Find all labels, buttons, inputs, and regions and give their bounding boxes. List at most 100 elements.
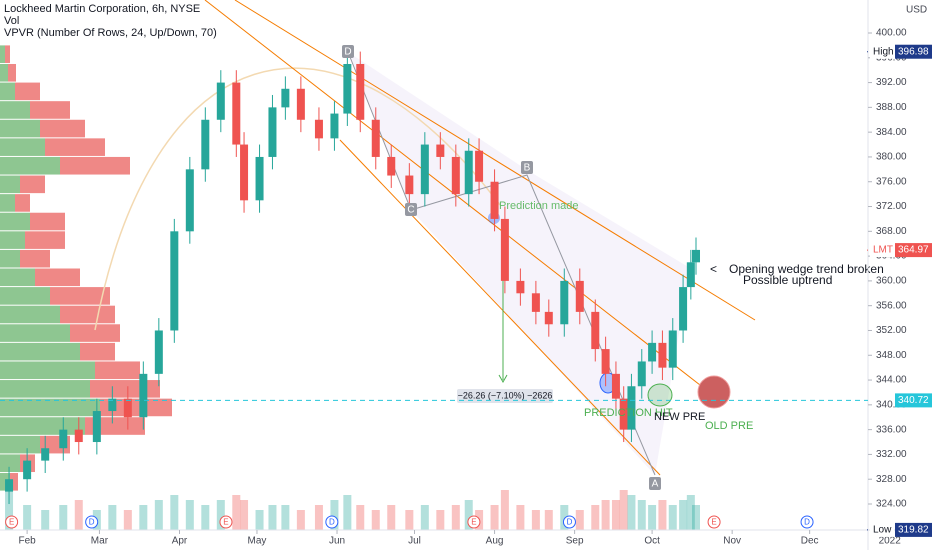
profile-up xyxy=(0,194,15,212)
y-tick-label: 352.00 xyxy=(876,325,907,336)
x-tick-label: Nov xyxy=(723,536,741,547)
profile-down xyxy=(95,361,140,380)
volume-bar xyxy=(464,500,473,530)
candle-body xyxy=(611,373,620,399)
point-label: A xyxy=(652,479,659,490)
price-name: High xyxy=(873,46,894,57)
x-tick-label: Oct xyxy=(644,536,660,547)
candle-body xyxy=(41,448,50,461)
event-marker xyxy=(800,515,814,529)
x-tick-label: 2022 xyxy=(879,536,902,547)
profile-up xyxy=(0,398,100,417)
candle-body xyxy=(330,113,339,139)
price-name-box xyxy=(870,522,894,537)
profile-up xyxy=(0,138,45,156)
volume-bar xyxy=(232,495,241,530)
candle-body xyxy=(692,249,701,263)
candle-body xyxy=(74,429,83,443)
volume-bar xyxy=(611,500,620,530)
event-marker xyxy=(85,515,99,529)
event-marker xyxy=(5,515,19,529)
candle-body xyxy=(464,150,473,195)
y-tick-label: 372.00 xyxy=(876,201,907,212)
volume-bar xyxy=(5,490,14,530)
profile-down xyxy=(100,398,172,417)
candle-body xyxy=(185,169,194,232)
volume-bar xyxy=(216,500,225,530)
point-box xyxy=(521,161,533,174)
candle-body xyxy=(387,156,396,176)
candle-body xyxy=(343,63,352,114)
y-tick-label: 368.00 xyxy=(876,226,907,237)
volume-bar xyxy=(74,500,83,530)
volume-bar xyxy=(371,510,380,530)
volume-bar xyxy=(139,505,148,530)
profile-down xyxy=(5,45,10,63)
annotation: Prediction made xyxy=(499,200,579,212)
profile-down xyxy=(90,380,160,398)
price-box xyxy=(895,243,932,258)
candle-body xyxy=(296,88,305,120)
event-label: E xyxy=(223,518,228,527)
annotation: Opening wedge trend broken xyxy=(729,262,884,276)
price-box xyxy=(895,393,932,408)
y-tick-label: 328.00 xyxy=(876,474,907,485)
y-tick-label: 344.00 xyxy=(876,375,907,386)
vpvr-label: VPVR (Number Of Rows, 24, Up/Down, 70) xyxy=(4,27,217,39)
y-tick-label: 340.00 xyxy=(876,399,907,410)
candle-body xyxy=(451,156,460,195)
candle-body xyxy=(139,373,148,418)
profile-up xyxy=(0,435,40,454)
profile-down xyxy=(20,249,50,268)
x-tick-label: Mar xyxy=(91,536,109,547)
candle-body xyxy=(436,144,445,157)
volume-bar xyxy=(544,510,553,530)
volume-bar xyxy=(343,495,352,530)
profile-up xyxy=(0,473,10,491)
volume-bar xyxy=(296,510,305,530)
candle-body xyxy=(405,175,414,195)
price-box xyxy=(895,522,932,537)
circle xyxy=(697,375,731,409)
profile-down xyxy=(25,231,65,249)
vol-label: Vol xyxy=(4,15,19,27)
point-label: C xyxy=(407,205,414,216)
y-tick-label: 348.00 xyxy=(876,350,907,361)
y-tick-label: 388.00 xyxy=(876,102,907,113)
volume-bar xyxy=(648,505,657,530)
candle-body xyxy=(108,398,117,412)
event-marker xyxy=(562,515,576,529)
candle-body xyxy=(201,119,210,170)
profile-down xyxy=(30,212,65,231)
price-name-box xyxy=(870,44,894,59)
volume-bar xyxy=(201,505,210,530)
x-tick-label: Aug xyxy=(486,536,504,547)
event-label: E xyxy=(711,518,716,527)
candle-body xyxy=(281,88,290,108)
volume-bar xyxy=(23,505,32,530)
candle-body xyxy=(490,181,499,219)
y-tick-label: 380.00 xyxy=(876,152,907,163)
profile-down xyxy=(20,175,45,194)
candles xyxy=(5,51,701,504)
volume-bar xyxy=(516,505,525,530)
y-tick-label: 360.00 xyxy=(876,276,907,287)
profile-up xyxy=(0,268,35,287)
candle-body xyxy=(668,330,677,368)
volume-bar xyxy=(436,510,445,530)
candle-body xyxy=(255,156,264,201)
y-tick-label: 336.00 xyxy=(876,424,907,435)
candle-body xyxy=(216,82,225,120)
candle-body xyxy=(232,82,241,145)
volume-bar xyxy=(619,490,628,530)
profile-up xyxy=(0,342,80,361)
price-name: LMT xyxy=(873,245,893,256)
candle-body xyxy=(123,398,132,418)
volume-bar xyxy=(387,505,396,530)
volume-bar xyxy=(490,505,499,530)
arc xyxy=(94,67,501,331)
candle-body xyxy=(59,429,68,449)
volume-bar xyxy=(531,510,540,530)
annotation: NEW PRE xyxy=(654,411,705,423)
